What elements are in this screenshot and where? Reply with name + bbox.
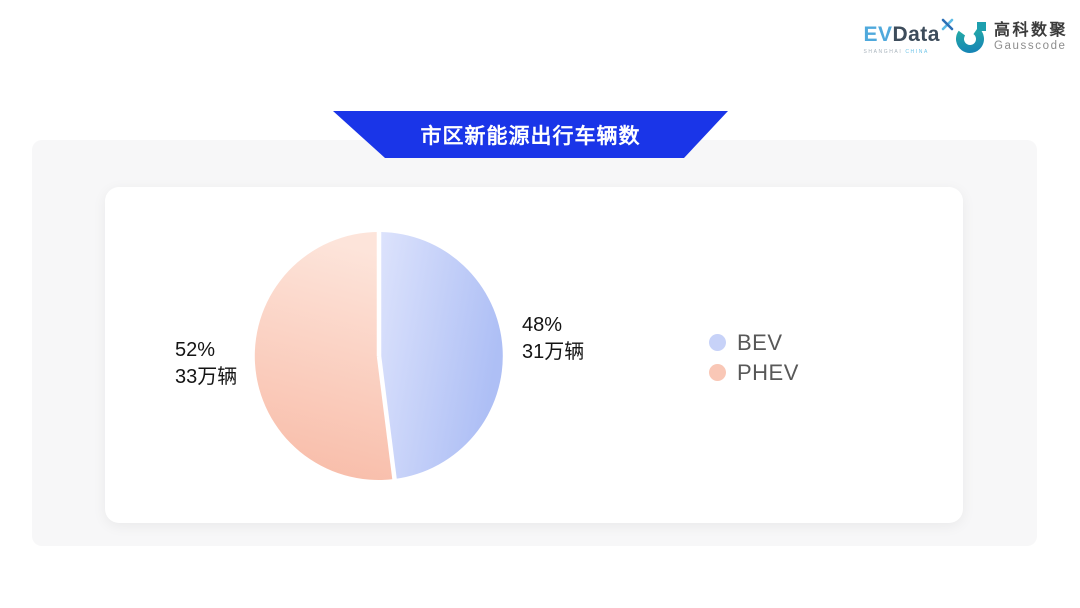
evdata-wordmark: EVData — [863, 18, 954, 46]
evdata-subtext-shanghai: SHANGHAI — [863, 49, 906, 55]
title-banner: 市区新能源出行车辆数 — [333, 111, 728, 158]
gausscode-texts: 高科数聚 Gausscode — [994, 22, 1068, 53]
evdata-ev-text: EV — [863, 23, 893, 46]
legend-label-bev: BEV — [737, 329, 783, 355]
gausscode-en-text: Gausscode — [993, 39, 1067, 52]
phev-percent-label: 52% — [175, 339, 216, 361]
legend-swatch-phev-icon — [709, 364, 726, 381]
slice-divider-bottom — [376, 355, 398, 483]
logo-row: EVData SHANGHAI CHINA 高科 — [863, 18, 1068, 55]
bev-value-label: 31万辆 — [522, 341, 585, 363]
gausscode-cn-text: 高科数聚 — [993, 21, 1068, 39]
bev-percent-label: 48% — [522, 314, 563, 336]
pie-label-bev: 48% 31万辆 — [522, 312, 584, 366]
legend-item-bev[interactable]: BEV — [709, 329, 799, 356]
evdata-subtext-china: CHINA — [905, 49, 929, 55]
legend-swatch-bev-icon — [709, 334, 726, 351]
legend: BEV PHEV — [709, 329, 799, 386]
pie-chart — [254, 229, 503, 483]
pie-slice-phev[interactable] — [254, 231, 395, 480]
evdata-data-text: Data — [892, 23, 940, 46]
page-title: 市区新能源出行车辆数 — [420, 124, 641, 148]
evdata-logo: EVData SHANGHAI CHINA — [863, 18, 954, 55]
chart-card — [105, 187, 963, 523]
pie-label-phev: 52% 33万辆 — [175, 337, 237, 391]
evdata-subtext: SHANGHAI CHINA — [863, 49, 928, 55]
gausscode-icon — [955, 22, 986, 53]
legend-item-phev[interactable]: PHEV — [709, 359, 799, 386]
gausscode-logo: 高科数聚 Gausscode — [955, 20, 1068, 54]
phev-value-label: 33万辆 — [175, 366, 238, 388]
evdata-x-icon — [941, 18, 954, 31]
pie-slice-bev[interactable] — [379, 232, 503, 479]
legend-label-phev: PHEV — [737, 359, 799, 385]
